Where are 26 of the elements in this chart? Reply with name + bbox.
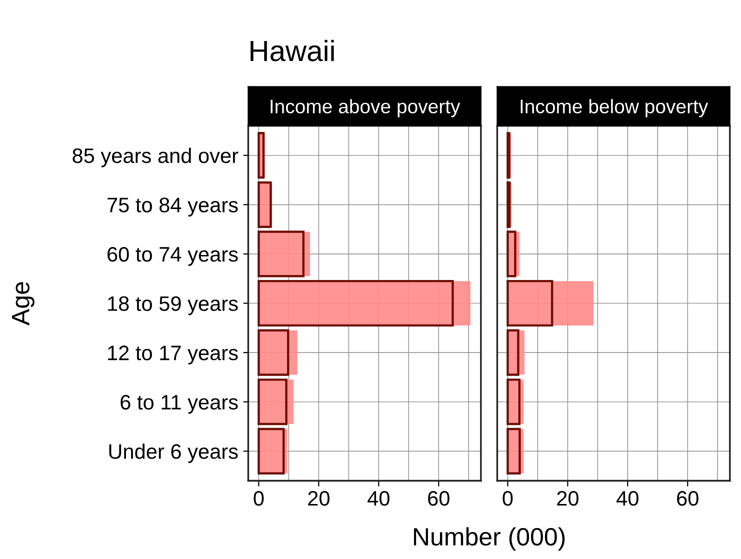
x-tick-label: 0: [254, 491, 264, 506]
y-axis-title: Age: [12, 282, 34, 326]
bar: [508, 281, 594, 326]
x-tick-label: 40: [616, 491, 638, 506]
x-tick-label: 40: [368, 491, 390, 506]
x-tick-label: 60: [428, 491, 450, 506]
bar: [506, 329, 520, 376]
chart-title: Hawaii: [250, 40, 334, 62]
y-tick-label: 60 to 74 years: [108, 246, 238, 266]
y-tick-label: Under 6 years: [109, 444, 238, 464]
bar: [506, 230, 516, 278]
bar: [258, 329, 290, 376]
x-axis-title: Number (000): [414, 527, 565, 551]
x-tick-label: 60: [677, 491, 698, 506]
bar: [506, 280, 554, 327]
bar: [506, 428, 521, 474]
x-tick-label: 20: [557, 491, 578, 506]
x-tick-label: 20: [308, 491, 330, 506]
y-tick-label: 6 to 11 years: [120, 394, 238, 414]
x-tick-label: 0: [502, 491, 513, 506]
y-tick-label: 85 years and over: [72, 148, 238, 168]
bar: [506, 378, 521, 426]
y-tick-label: 75 to 84 years: [108, 198, 238, 217]
bar: [258, 378, 288, 426]
y-tick-label: 12 to 17 years: [108, 346, 238, 364]
y-tick-label: 18 to 59 years: [108, 296, 238, 316]
